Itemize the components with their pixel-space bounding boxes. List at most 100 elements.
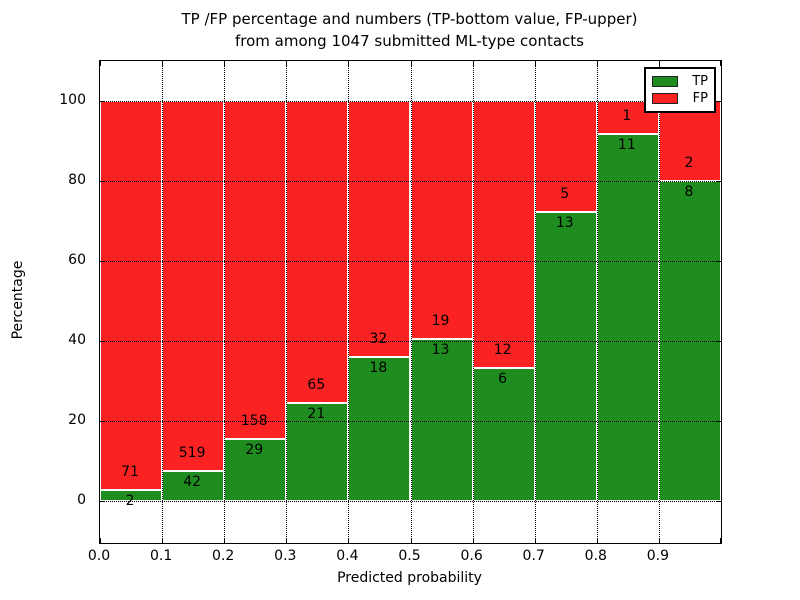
x-tick-label: 0.9: [646, 548, 670, 564]
bar-segment-fp: [534, 101, 597, 213]
x-tick-mark-top: [286, 61, 288, 66]
bar-segment-fp: [410, 101, 473, 339]
x-tick-label: 0.2: [212, 548, 235, 564]
tp-count-label: 42: [183, 474, 202, 491]
y-tick-mark-right: [716, 181, 721, 182]
y-tick-label: 80: [68, 172, 86, 188]
x-tick-mark-top: [224, 61, 226, 66]
x-tick-mark: [472, 538, 474, 543]
bar-segment-tp: [348, 357, 411, 501]
bar-segment-fp: [286, 101, 349, 404]
plot-area: [99, 60, 722, 544]
tp-count-label: 8: [684, 184, 694, 200]
tp-count-label: 21: [307, 406, 326, 423]
y-tick-mark: [100, 421, 105, 422]
x-tick-mark: [224, 538, 226, 543]
x-gridline: [534, 61, 536, 543]
x-tick-label: 0.5: [398, 548, 421, 564]
legend-item-label: TP: [692, 73, 708, 89]
y-tick-mark-right: [716, 501, 721, 502]
x-tick-label: 0.1: [149, 548, 173, 564]
y-tick-label: 20: [68, 412, 86, 428]
tp-count-label: 2: [125, 493, 135, 510]
x-tick-label: 0.0: [87, 548, 111, 564]
x-axis-label: Predicted probability: [337, 570, 482, 586]
y-axis-label: Percentage: [10, 260, 26, 340]
bar-segment-fp: [472, 101, 535, 368]
legend-item: FP: [652, 91, 708, 106]
bar-segment-tp: [410, 338, 473, 501]
bar-segment-tp: [534, 212, 597, 501]
x-tick-label: 0.7: [522, 548, 545, 564]
y-tick-mark-right: [716, 261, 721, 262]
x-tick-mark-top: [596, 61, 598, 66]
chart-title-line1: TP /FP percentage and numbers (TP-bottom…: [181, 10, 638, 28]
tp-count-label: 6: [498, 370, 508, 387]
chart-title: TP /FP percentage and numbers (TP-bottom…: [99, 8, 720, 52]
x-tick-label: 0.4: [336, 548, 359, 564]
y-tick-label: 60: [68, 252, 86, 268]
x-tick-mark: [162, 538, 164, 543]
fp-count-label: 519: [178, 445, 206, 462]
bar-segment-fp: [658, 101, 721, 181]
legend: TP FP: [644, 67, 716, 113]
x-gridline: [410, 61, 412, 543]
tp-count-label: 18: [369, 360, 388, 376]
bar-segment-tp: [472, 367, 535, 501]
x-tick-mark: [658, 538, 660, 543]
x-gridline: [348, 61, 350, 543]
x-tick-mark: [596, 538, 598, 543]
x-tick-mark: [348, 538, 350, 543]
y-tick-mark: [100, 341, 105, 342]
y-tick-mark-right: [716, 101, 721, 102]
x-tick-mark-top: [100, 61, 101, 66]
fp-count-label: 19: [431, 312, 450, 329]
x-tick-mark: [534, 538, 536, 543]
x-gridline: [286, 61, 288, 543]
legend-item-label: FP: [692, 91, 708, 107]
bar-segment-fp: [100, 101, 163, 491]
y-tick-mark: [100, 501, 105, 502]
x-tick-mark-top: [720, 61, 721, 66]
y-tick-mark-right: [716, 421, 721, 422]
y-tick-label: 0: [77, 492, 86, 508]
tp-count-label: 29: [245, 441, 264, 458]
fp-count-label: 5: [560, 186, 570, 203]
y-tick-label: 100: [59, 92, 86, 108]
x-tick-mark-top: [410, 61, 412, 66]
x-tick-mark: [720, 538, 721, 543]
fp-count-label: 32: [369, 331, 388, 347]
fp-count-label: 1: [622, 108, 632, 125]
legend-item: TP: [652, 74, 708, 89]
x-gridline: [472, 61, 474, 543]
x-tick-mark-top: [348, 61, 350, 66]
tp-count-label: 11: [617, 137, 636, 154]
y-tick-mark: [100, 101, 105, 102]
x-tick-mark-top: [472, 61, 474, 66]
fp-swatch-icon: [652, 93, 678, 105]
x-tick-mark: [286, 538, 288, 543]
bar-segment-tp: [596, 134, 659, 501]
x-tick-mark: [410, 538, 412, 543]
bar-segment-tp: [100, 490, 163, 501]
fp-count-label: 12: [493, 341, 512, 358]
bar-segment-tp: [162, 471, 225, 501]
x-tick-mark-top: [162, 61, 164, 66]
x-gridline: [596, 61, 598, 543]
fp-count-label: 71: [121, 464, 139, 481]
x-tick-mark-top: [534, 61, 536, 66]
x-tick-label: 0.3: [274, 548, 297, 564]
y-tick-label: 40: [68, 332, 86, 348]
x-tick-mark-top: [658, 61, 660, 66]
bar-segment-tp: [286, 403, 349, 501]
x-tick-label: 0.8: [584, 548, 607, 564]
x-tick-label: 0.6: [460, 548, 483, 564]
y-tick-mark-right: [716, 341, 721, 342]
y-tick-mark: [100, 181, 105, 182]
x-gridline: [658, 61, 660, 543]
x-tick-mark: [100, 538, 101, 543]
tp-swatch-icon: [652, 75, 678, 87]
fp-count-label: 65: [307, 377, 326, 394]
bar-segment-fp: [224, 101, 287, 439]
chart-title-line2: from among 1047 submitted ML-type contac…: [235, 32, 584, 50]
